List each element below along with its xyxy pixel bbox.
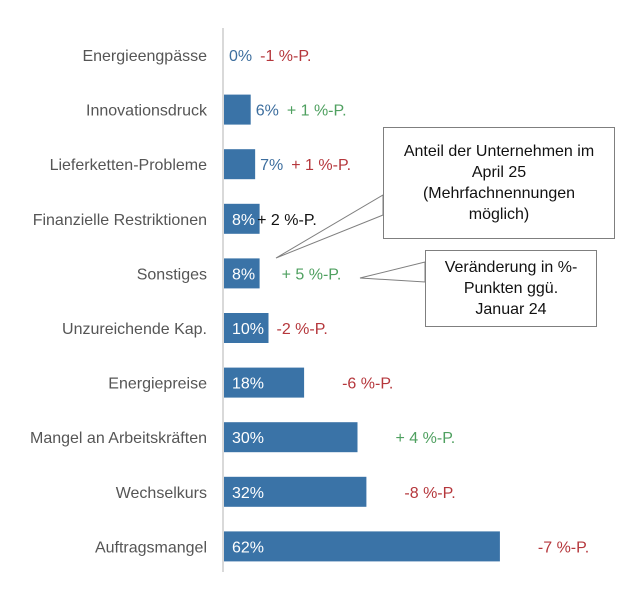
bar <box>224 367 305 398</box>
change-label: + 1 %-P. <box>287 103 347 120</box>
bar <box>224 422 358 453</box>
value-label: 6% <box>256 103 279 120</box>
callout-change: Veränderung in %-Punkten ggü. Januar 24 <box>425 250 597 327</box>
change-label: -8 %-P. <box>404 485 455 502</box>
value-label: 7% <box>260 157 283 174</box>
change-label: -1 %-P. <box>260 48 311 65</box>
category-label: Finanzielle Restriktionen <box>33 212 207 229</box>
change-label: + 1 %-P. <box>291 157 351 174</box>
bar <box>224 258 260 289</box>
category-label: Energiepreise <box>108 376 207 393</box>
change-label: + 2 %-P. <box>257 212 317 229</box>
bar <box>224 476 367 507</box>
value-label: 32% <box>232 485 264 502</box>
bar <box>224 313 269 343</box>
bar <box>224 94 251 125</box>
change-label: -6 %-P. <box>342 376 393 393</box>
value-label: 62% <box>232 539 264 556</box>
category-label: Unzureichende Kap. <box>62 321 207 338</box>
category-label: Wechselkurs <box>116 485 207 502</box>
bar <box>224 149 256 180</box>
category-label: Energieengpässe <box>82 48 207 65</box>
value-label: 0% <box>229 48 252 65</box>
category-label: Mangel an Arbeitskräften <box>30 430 207 447</box>
change-label: + 4 %-P. <box>396 430 456 447</box>
category-label: Innovationsdruck <box>86 103 208 120</box>
change-label: + 5 %-P. <box>282 266 342 283</box>
value-label: 30% <box>232 430 264 447</box>
bar <box>224 531 500 562</box>
value-label: 10% <box>232 321 264 338</box>
category-label: Lieferketten-Probleme <box>50 157 208 174</box>
change-label: -7 %-P. <box>538 539 589 556</box>
category-label: Sonstiges <box>137 266 207 283</box>
callout-share: Anteil der Unternehmen im April 25 (Mehr… <box>383 127 615 239</box>
change-label: -2 %-P. <box>277 321 328 338</box>
value-label: 8% <box>232 266 255 283</box>
callout-change-text: Veränderung in %-Punkten ggü. Januar 24 <box>444 259 578 318</box>
callout-share-text: Anteil der Unternehmen im April 25 (Mehr… <box>403 143 595 223</box>
bar <box>224 203 260 234</box>
callout-change-pointer <box>359 261 426 283</box>
category-label: Auftragsmangel <box>95 539 207 556</box>
value-label: 18% <box>232 376 264 393</box>
value-label: 8% <box>232 212 255 229</box>
